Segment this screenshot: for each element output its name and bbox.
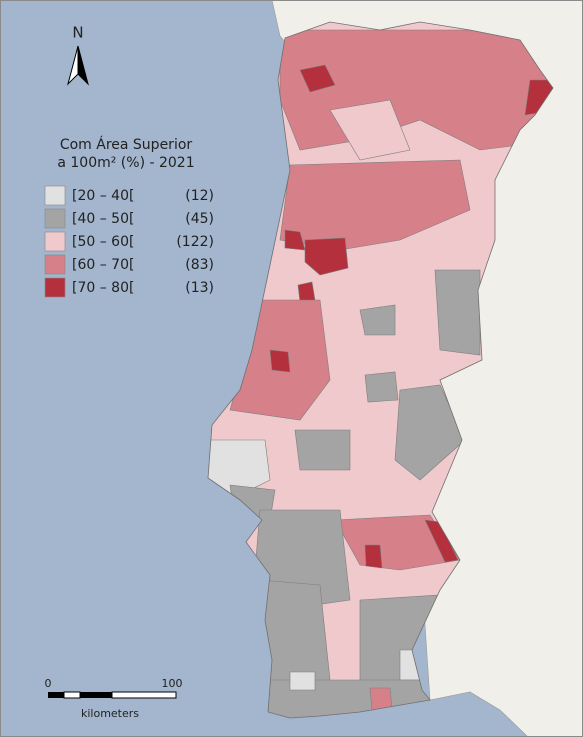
- legend-range: [20 – 40[: [72, 188, 134, 204]
- legend-count: (122): [176, 234, 214, 250]
- legend-range: [40 – 50[: [72, 211, 134, 227]
- region: [299, 64, 336, 93]
- scale-start: 0: [45, 677, 52, 690]
- scale-bar: [48, 692, 64, 698]
- legend: Com Área Superior a 100m² (%) - 2021 [20 –…: [44, 136, 214, 298]
- legend-swatch: [44, 208, 66, 229]
- scale-end: 100: [162, 677, 183, 690]
- north-label: N: [72, 24, 83, 42]
- portugal-outline: [207, 21, 554, 719]
- region: [359, 304, 396, 336]
- legend-range: [70 – 80[: [72, 280, 134, 296]
- region: [394, 384, 466, 481]
- legend-title: a 100m² (%) - 2021: [57, 155, 194, 171]
- legend-count: (45): [185, 211, 214, 227]
- legend-count: (12): [185, 188, 214, 204]
- region: [289, 671, 316, 691]
- legend-swatch: [44, 185, 66, 206]
- north-arrow: [77, 45, 89, 86]
- region: [434, 269, 481, 356]
- region: [269, 349, 291, 373]
- scale-bar: [63, 691, 81, 699]
- legend-swatch: [44, 231, 66, 252]
- scale-bar: [80, 692, 112, 698]
- legend-count: (13): [185, 280, 214, 296]
- legend-swatch: [44, 254, 66, 275]
- region: [297, 281, 316, 303]
- region: [294, 429, 351, 471]
- region: [279, 159, 471, 251]
- legend-swatch: [44, 277, 66, 298]
- scale-bar: [111, 691, 177, 699]
- region: [304, 237, 349, 276]
- region: [364, 371, 399, 403]
- legend-count: (83): [185, 257, 214, 273]
- region: [364, 544, 383, 569]
- scale-unit: kilometers: [81, 707, 139, 720]
- region: [329, 99, 411, 161]
- legend-range: [50 – 60[: [72, 234, 134, 250]
- legend-range: [60 – 70[: [72, 257, 134, 273]
- region: [424, 519, 459, 563]
- legend-title: Com Área Superior: [60, 136, 193, 153]
